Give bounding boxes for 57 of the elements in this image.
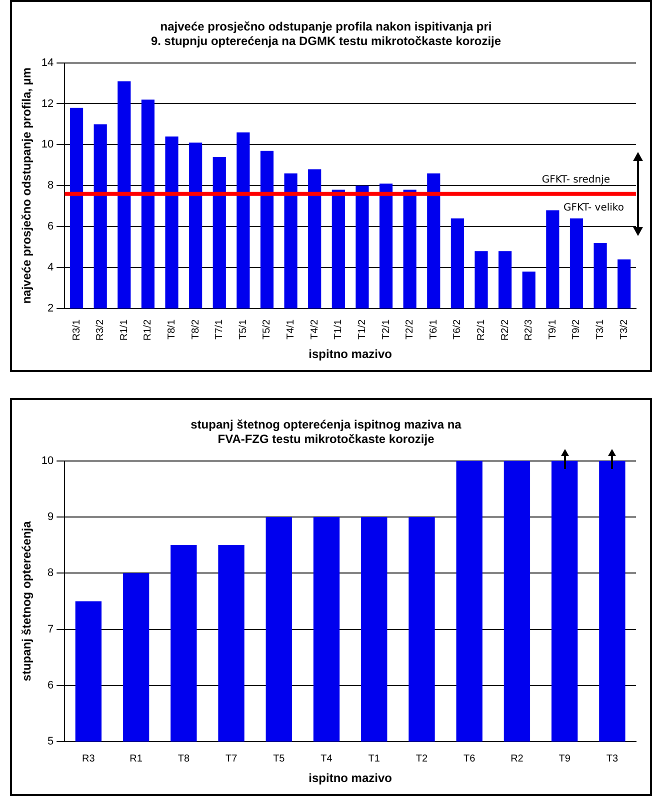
x-tick-label: T2/1	[380, 319, 392, 340]
y-tick-label: 10	[41, 138, 54, 151]
y-tick-label: 14	[41, 56, 54, 69]
x-tick-label: T5/1	[238, 319, 249, 340]
x-tick-label: T3/2	[618, 319, 630, 340]
x-tick-label: T4/2	[309, 319, 320, 340]
annotation: GFKT- srednje	[542, 174, 610, 186]
x-tick-label: T6	[464, 753, 476, 764]
x-tick-label: T9	[558, 753, 571, 764]
x-tick-label: T8	[178, 753, 190, 764]
x-tick-label: R3/2	[95, 319, 106, 341]
x-tick-label: T1/2	[356, 319, 368, 340]
x-axis-title: ispitno mazivo	[308, 347, 392, 362]
x-tick-label: T5	[273, 753, 286, 764]
x-tick-label: R2/2	[500, 319, 511, 341]
x-tick-label: T6/2	[452, 319, 464, 340]
y-tick-label: 4	[48, 262, 54, 274]
y-axis-title: stupanj štetnog opterećenja	[20, 520, 34, 682]
x-axis-title: ispitno mazivo	[308, 771, 392, 786]
x-tick-label: R1	[130, 753, 143, 764]
x-tick-label: T9/2	[571, 319, 582, 340]
x-tick-label: T2/2	[404, 319, 416, 340]
y-tick-label: 10	[41, 454, 54, 467]
y-tick-label: 7	[48, 623, 54, 636]
x-tick-label: T8/2	[190, 319, 202, 340]
y-tick-label: 2	[48, 302, 54, 315]
y-tick-label: 6	[48, 220, 54, 233]
x-tick-label: R1/2	[142, 319, 154, 341]
x-tick-label: T2	[416, 753, 428, 764]
x-tick-label: R2/1	[476, 319, 488, 341]
x-tick-label: T6/1	[428, 319, 440, 340]
x-tick-label: R3	[82, 753, 96, 764]
y-tick-label: 12	[41, 98, 54, 110]
y-tick-label: 5	[48, 736, 54, 748]
y-tick-label: 8	[48, 180, 54, 192]
x-tick-label: R1/1	[118, 319, 130, 341]
x-tick-label: T5/2	[262, 319, 273, 340]
x-tick-label: T4/1	[286, 319, 297, 340]
y-tick-label: 6	[48, 679, 54, 692]
x-tick-label: T7/1	[214, 319, 226, 340]
chart-title: stupanj štetnog opterećenja ispitnog maziva na FVA-FZG testu mikrotočkaste korozije	[190, 418, 462, 446]
x-tick-label: T1	[368, 753, 380, 764]
x-tick-label: T3/1	[595, 319, 606, 340]
y-tick-label: 8	[48, 567, 54, 580]
x-tick-label: T1/1	[333, 319, 344, 340]
y-axis-title: najveće prosječno odstupanje profila, µm	[20, 67, 34, 304]
annotation: GFKT- veliko	[564, 202, 624, 214]
chart-title: najveće prosječno odstupanje profila nakon ispitivanja pri 9. stupnju opterećenja na DGMK testu mikrotočkaste korozije	[150, 20, 502, 48]
x-tick-label: T7	[225, 753, 238, 764]
x-tick-label: R2/3	[524, 319, 535, 341]
x-tick-label: T3	[606, 753, 618, 764]
x-tick-label: R3/1	[71, 319, 82, 341]
x-tick-label: T9/1	[547, 319, 558, 340]
x-tick-label: T4	[320, 753, 333, 764]
x-tick-label: R2	[510, 753, 524, 764]
y-tick-label: 9	[48, 510, 54, 523]
x-tick-label: T8/1	[166, 319, 178, 340]
